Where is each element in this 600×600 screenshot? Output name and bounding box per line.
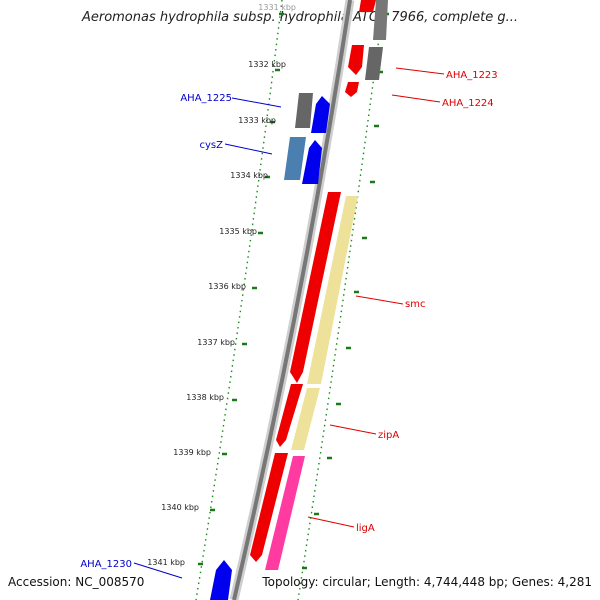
gene-block[interactable] xyxy=(359,0,376,12)
leader-line xyxy=(307,516,355,528)
gene-label[interactable]: zipA xyxy=(378,430,399,441)
backbone xyxy=(232,0,352,600)
tick-label: 1339 kbp xyxy=(173,448,211,457)
tick-label: 1336 kbp xyxy=(208,282,246,291)
gene-block[interactable] xyxy=(373,0,388,40)
gene-block[interactable] xyxy=(302,140,322,184)
leader-line xyxy=(224,143,273,155)
gene-block[interactable] xyxy=(210,560,232,600)
map-title: Aeromonas hydrophila subsp. hydrophila A… xyxy=(81,10,519,25)
gene-block[interactable] xyxy=(365,47,383,80)
accession-text: Accession: NC_008570 xyxy=(8,575,145,589)
leader-line xyxy=(133,562,183,579)
tick-label: 1333 kbp xyxy=(238,116,276,125)
gene-label[interactable]: AHA_1223 xyxy=(446,70,498,81)
inner-dotted-ruler xyxy=(195,0,283,600)
tick-label: 1341 kbp xyxy=(147,558,185,567)
gene-block[interactable] xyxy=(295,93,313,128)
gene-features xyxy=(210,0,388,600)
gene-label[interactable]: AHA_1224 xyxy=(442,98,494,109)
gene-block[interactable] xyxy=(250,453,288,562)
gene-label[interactable]: AHA_1230 xyxy=(80,559,132,570)
gene-label[interactable]: ligA xyxy=(356,523,375,534)
tick-label: 1334 kbp xyxy=(230,171,268,180)
gene-label[interactable]: smc xyxy=(405,299,425,310)
tick-label: 1337 kbp xyxy=(197,338,235,347)
gene-block[interactable] xyxy=(348,45,364,75)
outer-dotted-ruler xyxy=(297,0,385,600)
gene-block[interactable] xyxy=(307,196,358,384)
gene-block[interactable] xyxy=(345,82,359,97)
gene-block[interactable] xyxy=(276,384,303,447)
genome-summary-text: Topology: circular; Length: 4,744,448 bp… xyxy=(262,575,592,589)
leader-line xyxy=(329,424,377,435)
leader-line xyxy=(391,94,441,103)
tick-label: 1331 kbp xyxy=(258,3,296,12)
tick-label: 1332 kbp xyxy=(248,60,286,69)
gene-block[interactable] xyxy=(265,456,305,570)
gene-block[interactable] xyxy=(311,96,330,133)
leader-line xyxy=(231,97,282,108)
gene-block[interactable] xyxy=(291,388,320,450)
tick-marks xyxy=(198,12,389,570)
tick-label: 1340 kbp xyxy=(161,503,199,512)
gene-block[interactable] xyxy=(290,192,341,383)
leader-line xyxy=(395,67,445,75)
gene-label[interactable]: cysZ xyxy=(200,140,224,151)
gene-label[interactable]: AHA_1225 xyxy=(180,93,232,104)
gene-block[interactable] xyxy=(284,137,306,180)
tick-label: 1335 kbp xyxy=(219,227,257,236)
leader-line xyxy=(355,295,404,305)
tick-label: 1338 kbp xyxy=(186,393,224,402)
